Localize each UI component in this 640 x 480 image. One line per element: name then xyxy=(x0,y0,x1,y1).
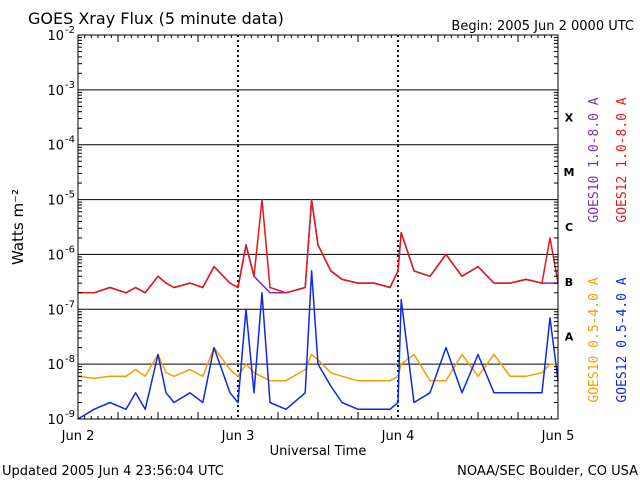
flare-class-label: B xyxy=(565,276,573,289)
x-tick-label: Jun 5 xyxy=(541,429,575,444)
series-lines xyxy=(77,198,559,420)
y-tick-exponent: -4 xyxy=(65,135,75,146)
flare-class-label: M xyxy=(564,166,575,179)
y-tick-exponent: -9 xyxy=(65,409,75,420)
y-axis-label: Watts m⁻² xyxy=(9,189,27,265)
legend-label: GOES12 1.0-8.0 A xyxy=(615,97,630,222)
series-line xyxy=(78,198,559,294)
y-tick-exponent: -8 xyxy=(65,354,75,365)
x-tick-label: Jun 2 xyxy=(61,429,95,444)
legend: GOES10 1.0-8.0 A GOES12 1.0-8.0 A GOES10 0… xyxy=(587,97,630,402)
legend-label: GOES10 1.0-8.0 A xyxy=(587,97,602,222)
y-tick-exponent: -3 xyxy=(65,80,75,91)
y-tick-label: 10 xyxy=(47,29,64,44)
y-tick-label: 10 xyxy=(47,248,64,263)
y-tick-label: 10 xyxy=(47,84,64,99)
x-tick-label: Jun 4 xyxy=(381,429,415,444)
flare-class-label: A xyxy=(565,331,574,344)
y-tick-label: 10 xyxy=(47,303,64,318)
series-line xyxy=(77,270,559,420)
legend-label: GOES10 0.5-4.0 A xyxy=(587,277,602,402)
y-tick-exponent: -2 xyxy=(65,25,75,36)
flare-class-label: X xyxy=(565,111,574,124)
chart-title: GOES Xray Flux (5 minute data) xyxy=(28,9,284,28)
credit-text: NOAA/SEC Boulder, CO USA xyxy=(457,464,638,479)
y-tick-exponent: -6 xyxy=(65,244,75,255)
y-tick-label: 10 xyxy=(47,413,64,428)
begin-date: Begin: 2005 Jun 2 0000 UTC xyxy=(451,19,634,34)
flare-class-label: C xyxy=(565,221,573,234)
y-tick-exponent: -7 xyxy=(65,299,75,310)
y-tick-label: 10 xyxy=(47,139,64,154)
x-axis-label: Universal Time xyxy=(270,444,367,459)
legend-label: GOES12 0.5-4.0 A xyxy=(615,277,630,402)
y-tick-label: 10 xyxy=(47,194,64,209)
x-tick-label: Jun 3 xyxy=(221,429,255,444)
updated-timestamp: Updated 2005 Jun 4 23:56:04 UTC xyxy=(2,464,224,479)
y-tick-exponent: -5 xyxy=(65,190,75,201)
y-tick-label: 10 xyxy=(47,358,64,373)
